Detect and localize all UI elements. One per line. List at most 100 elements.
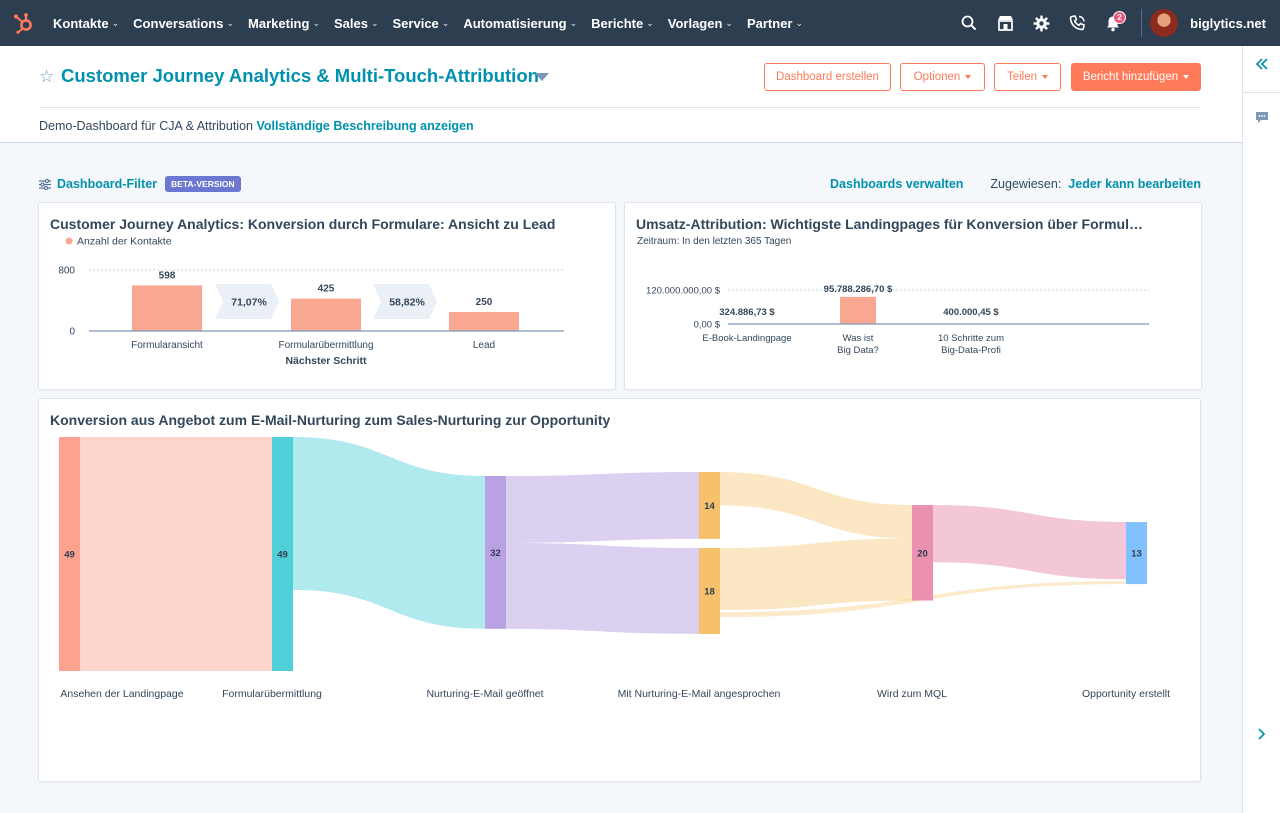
settings-gear-icon[interactable]: [1023, 0, 1059, 46]
sankey-report-card[interactable]: Konversion aus Angebot zum E-Mail-Nurtur…: [38, 398, 1201, 782]
marketplace-icon[interactable]: [987, 0, 1023, 46]
nav-service-label: Service: [392, 15, 439, 31]
x-tick-label: Was ist: [843, 333, 874, 344]
sankey-node-value: 18: [704, 586, 715, 597]
chevron-down-icon: ⌄: [569, 17, 578, 28]
conversion-rate-arrow: [215, 284, 279, 319]
nav-automatisierung[interactable]: Automatisierung ⌄: [456, 16, 584, 31]
attribution-card-title[interactable]: Umsatz-Attribution: Wichtigste Landingpa…: [636, 216, 1143, 232]
dashboard-filter-toggle[interactable]: Dashboard-Filter BETA-VERSION: [39, 176, 241, 192]
sankey-card-title[interactable]: Konversion aus Angebot zum E-Mail-Nurtur…: [50, 412, 611, 428]
nav-berichte[interactable]: Berichte ⌄: [584, 16, 661, 31]
chevron-down-icon: ⌄: [795, 17, 804, 28]
top-navigation: Kontakte ⌄ Conversations ⌄ Marketing ⌄ Sales ⌄ S…: [0, 0, 1280, 46]
header-divider: [39, 107, 1201, 108]
sankey-node: [485, 476, 506, 629]
nav-conversations-label: Conversations: [133, 15, 224, 31]
nav-conversations[interactable]: Conversations ⌄: [126, 16, 241, 31]
dashboard-title[interactable]: Customer Journey Analytics & Multi-Touch…: [61, 65, 539, 86]
nav-service[interactable]: Service ⌄: [386, 16, 457, 31]
filter-bar-actions: Dashboards verwalten Zugewiesen: Jeder k…: [830, 177, 1201, 191]
sankey-node: [272, 437, 293, 671]
notifications-bell-icon[interactable]: 2: [1095, 0, 1131, 46]
funnel-report-card[interactable]: Customer Journey Analytics: Konversion d…: [38, 202, 616, 390]
rail-divider: [1243, 92, 1280, 93]
add-report-caret-icon: [1183, 75, 1190, 79]
nav-sales[interactable]: Sales ⌄: [327, 16, 386, 31]
filter-sliders-icon: [39, 178, 51, 190]
attribution-chart: Zeitraum: In den letzten 365 Tagen 120.00…: [637, 236, 1149, 356]
bar: [449, 311, 519, 331]
y-tick-label: 0,00 $: [694, 320, 721, 331]
account-name[interactable]: biglytics.net: [1190, 15, 1266, 31]
beta-badge: BETA-VERSION: [165, 176, 241, 192]
assigned-label: Zugewiesen:: [990, 177, 1062, 191]
nav-kontakte[interactable]: Kontakte ⌄: [46, 16, 126, 31]
add-report-button[interactable]: Bericht hinzufügen: [1071, 63, 1201, 91]
chevron-down-icon: ⌄: [370, 17, 379, 28]
create-dashboard-label: Dashboard erstellen: [776, 71, 879, 83]
nav-sales-label: Sales: [333, 15, 368, 31]
chevron-down-icon: ⌄: [226, 17, 235, 28]
sankey-node: [1126, 522, 1147, 585]
share-button[interactable]: Teilen: [994, 63, 1061, 91]
nav-marketing[interactable]: Marketing ⌄: [241, 16, 327, 31]
description-text: Demo-Dashboard für CJA & Attribution: [39, 119, 253, 133]
sankey-stage-label: Ansehen der Landingpage: [60, 688, 183, 700]
sankey-link: [720, 538, 912, 611]
sankey-node-value: 49: [277, 550, 288, 561]
search-icon[interactable]: [951, 0, 987, 46]
sankey-stage-label: Nurturing-E-Mail geöffnet: [426, 688, 543, 700]
bar-value-label: 425: [318, 284, 335, 295]
x-tick-label: Big Data?: [837, 345, 879, 356]
manage-dashboards-link[interactable]: Dashboards verwalten: [830, 177, 964, 191]
conversion-rate-label: 71,07%: [231, 297, 267, 309]
user-avatar[interactable]: [1150, 9, 1179, 37]
sankey-link: [293, 437, 485, 629]
y-tick-label: 0: [69, 327, 75, 338]
sankey-link: [720, 472, 912, 539]
sankey-stage-label: Mit Nurturing-E-Mail angesprochen: [618, 688, 781, 700]
sankey-node-value: 13: [1131, 549, 1142, 560]
sankey-link: [506, 472, 699, 543]
legend-label: Anzahl der Kontakte: [77, 236, 172, 248]
dashboard-switcher-caret-icon[interactable]: [535, 73, 549, 81]
dashboard-description: Demo-Dashboard für CJA & Attribution Vol…: [39, 119, 474, 133]
chevron-down-icon: ⌄: [111, 17, 120, 28]
nav-vorlagen[interactable]: Vorlagen ⌄: [661, 16, 740, 31]
collapse-double-chevron-icon[interactable]: [1243, 54, 1280, 74]
sankey-node: [912, 505, 933, 601]
chevron-down-icon: ⌄: [312, 17, 320, 28]
attribution-report-card[interactable]: Umsatz-Attribution: Wichtigste Landingpa…: [624, 202, 1202, 390]
nav-partner[interactable]: Partner ⌄: [740, 16, 810, 31]
favorite-star-icon[interactable]: ☆: [39, 67, 55, 86]
nav-utilities: 2 biglytics.net: [951, 0, 1280, 46]
funnel-card-title[interactable]: Customer Journey Analytics: Konversion d…: [50, 216, 556, 232]
bar-value-label: 400.000,45 $: [943, 307, 999, 318]
show-full-description-link[interactable]: Vollständige Beschreibung anzeigen: [256, 119, 474, 133]
x-tick-label: E-Book-Landingpage: [702, 333, 791, 344]
filter-bar: Dashboard-Filter BETA-VERSION Dashboards…: [39, 176, 1201, 194]
dashboard-header: ☆ Customer Journey Analytics & Multi-Tou…: [0, 46, 1242, 143]
sankey-stage-label: Wird zum MQL: [877, 688, 947, 700]
chart-subtitle: Zeitraum: In den letzten 365 Tagen: [637, 236, 791, 247]
x-axis-title: Nächster Schritt: [285, 355, 367, 367]
bar: [291, 298, 361, 331]
bar-value-label: 95.788.286,70 $: [824, 284, 893, 295]
assigned-value-link[interactable]: Jeder kann bearbeiten: [1068, 177, 1201, 191]
bar-value-label: 250: [476, 297, 493, 308]
options-button[interactable]: Optionen: [900, 63, 985, 91]
bar: [132, 285, 202, 331]
sankey-chart: 49 49 32 14 18 20 13 Ansehen der Landingpage For…: [59, 437, 1170, 700]
nav-berichte-label: Berichte: [591, 15, 644, 31]
sankey-node-value: 20: [917, 548, 928, 559]
add-report-label: Bericht hinzufügen: [1082, 71, 1179, 83]
create-dashboard-button[interactable]: Dashboard erstellen: [764, 63, 891, 91]
chat-bubble-icon[interactable]: [1243, 108, 1280, 126]
nav-automatisierung-label: Automatisierung: [463, 15, 567, 31]
calling-phone-icon[interactable]: [1059, 0, 1095, 46]
x-tick-label: Formularübermittlung: [278, 340, 373, 351]
options-label: Optionen: [913, 71, 961, 83]
hubspot-logo-icon[interactable]: [0, 0, 46, 46]
chevron-right-icon[interactable]: [1243, 724, 1280, 744]
